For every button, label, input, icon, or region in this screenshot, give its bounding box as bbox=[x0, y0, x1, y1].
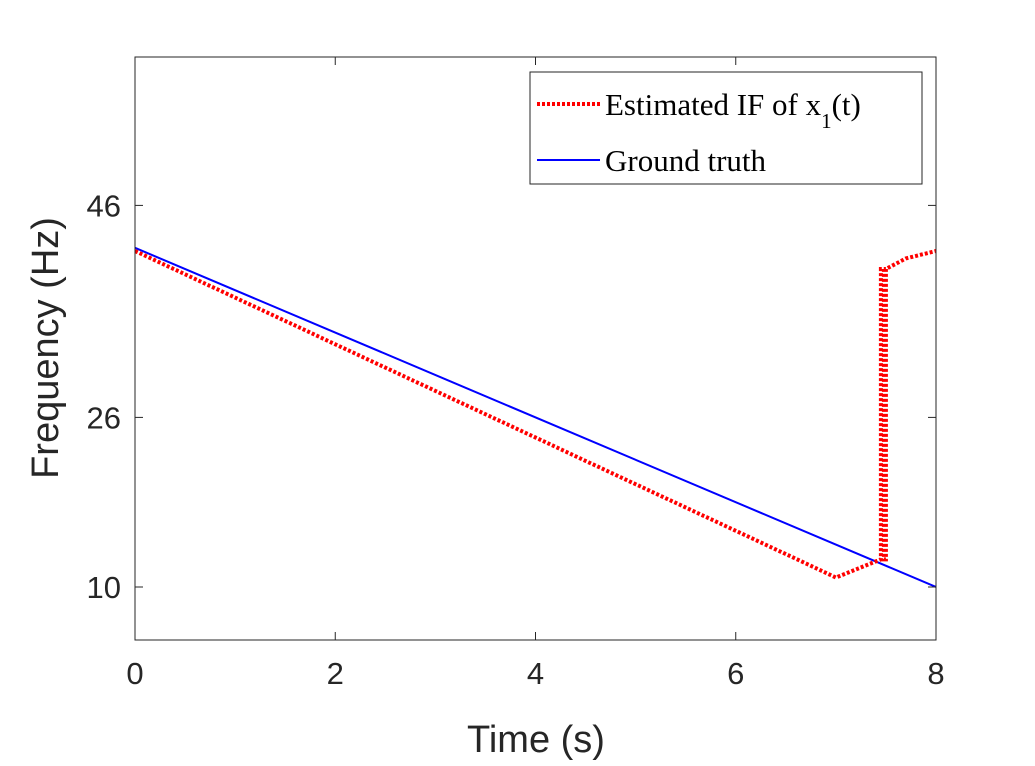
x-tick-label: 2 bbox=[327, 656, 344, 691]
series-layer bbox=[135, 246, 936, 588]
y-tick-label: 10 bbox=[87, 570, 121, 605]
legend-label-estimated: Estimated IF of x1(t) bbox=[605, 87, 861, 133]
y-tick-label: 26 bbox=[87, 400, 121, 435]
axes-layer bbox=[134, 56, 937, 641]
x-axis-title: Time (s) bbox=[467, 719, 605, 761]
x-tick-label: 6 bbox=[727, 656, 744, 691]
legend-label-estimated-prefix: Estimated IF of x bbox=[605, 87, 822, 122]
series-line-estimated-if bbox=[135, 249, 936, 580]
legend-label-ground-truth: Ground truth bbox=[605, 143, 767, 178]
x-tick-label: 4 bbox=[527, 656, 544, 691]
y-tick-label: 46 bbox=[87, 188, 121, 223]
legend: Estimated IF of x1(t) Ground truth bbox=[529, 71, 923, 185]
series-line-ground-truth bbox=[135, 246, 936, 588]
y-axis-title: Frequency (Hz) bbox=[25, 217, 67, 479]
x-tick-label: 0 bbox=[126, 656, 143, 691]
x-tick-label: 8 bbox=[927, 656, 944, 691]
legend-label-estimated-suffix: (t) bbox=[832, 87, 861, 122]
legend-box bbox=[529, 71, 923, 185]
legend-label-estimated-subscript: 1 bbox=[821, 109, 832, 133]
